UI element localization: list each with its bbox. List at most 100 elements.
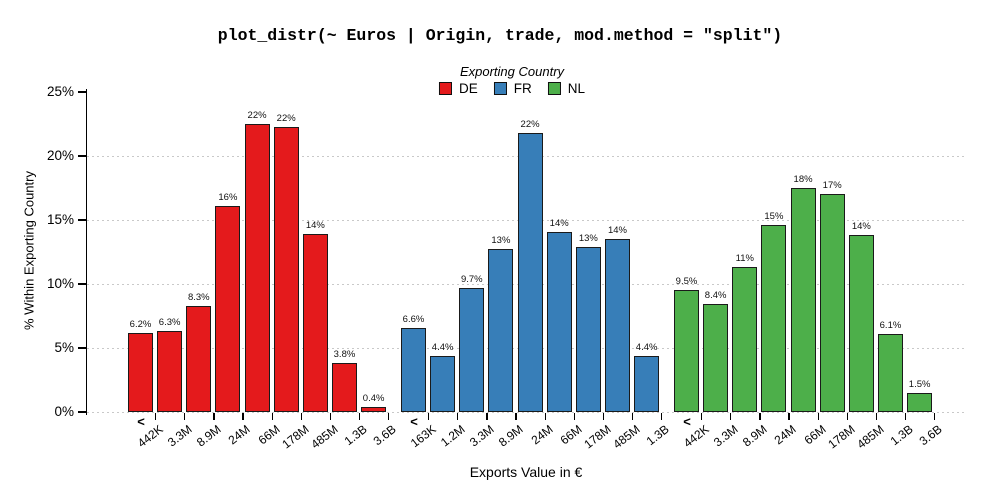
x-tick	[602, 413, 605, 420]
x-tick	[544, 413, 546, 420]
y-tick-label: 25%	[46, 84, 74, 99]
x-tick	[661, 413, 663, 420]
bar-value-label: 13%	[491, 235, 511, 247]
bar-nl-7	[848, 235, 874, 412]
bar-fr-9	[634, 355, 660, 412]
y-tick	[78, 219, 86, 221]
bar-nl-8	[877, 333, 903, 412]
y-tick	[78, 91, 86, 93]
x-tick	[817, 413, 819, 420]
bar-value-label: 6.1%	[879, 319, 902, 331]
bar-value-label: 22%	[520, 118, 540, 130]
plot-area: 6.2% 442K 6.3% 3.3M 8.3% 8.9M 16% 24M 22% 66M 22% 1…	[87, 92, 965, 452]
bar-value-label: 6.6%	[402, 313, 425, 325]
bar-fr-1	[401, 327, 426, 412]
x-tick	[155, 413, 157, 420]
bar-value-label: 6.2%	[129, 318, 152, 330]
legend-item-nl: NL	[547, 81, 586, 96]
bar-fr-5	[517, 132, 543, 412]
gridline	[87, 411, 965, 413]
x-tick	[934, 413, 936, 420]
bar-value-label: 4.4%	[635, 341, 658, 353]
bar-value-label: 8.4%	[704, 290, 727, 302]
bar-value-label: 3.8%	[333, 349, 356, 361]
x-tick	[846, 413, 848, 420]
bar-value-label: 1.5%	[908, 378, 931, 390]
bar-nl-9	[907, 392, 933, 412]
legend-label-fr: FR	[513, 81, 532, 96]
x-tick	[428, 413, 430, 420]
legend: Exporting Country DE FR NL	[438, 64, 586, 96]
x-tick	[730, 413, 732, 420]
bar-de-2	[157, 331, 183, 412]
legend-label-nl: NL	[567, 81, 586, 96]
x-tick	[271, 413, 273, 420]
bar-value-label: 0.4%	[362, 392, 385, 404]
x-tick-label: 178M	[581, 422, 614, 452]
x-tick-label: 66M	[255, 422, 283, 448]
bar-fr-2	[430, 355, 456, 412]
bar-value-label: 22%	[247, 110, 267, 121]
x-tick	[213, 413, 215, 420]
bar-de-3	[186, 305, 212, 412]
bar-de-7	[302, 234, 328, 412]
bar-value-label: 11%	[735, 253, 754, 265]
x-tick-label: 24M	[772, 422, 800, 448]
bar-value-label: 14%	[607, 225, 627, 237]
bar-nl-3	[732, 267, 758, 412]
x-tick-label: 66M	[557, 422, 585, 448]
bar-de-4	[215, 205, 241, 412]
bar-fr-6	[546, 231, 572, 412]
bar-value-label: 14%	[549, 217, 569, 229]
x-tick-label: 3.6B	[916, 422, 945, 449]
x-tick	[759, 413, 761, 420]
bar-group-fr: 6.6% 163K 4.4% 1.2M 9.7% 3.3M 13% 8.9M 22% 24M 14%…	[401, 92, 672, 452]
x-tick-label: 8.9M	[496, 422, 527, 450]
bar-value-label: 13%	[578, 232, 598, 244]
x-tick	[701, 413, 703, 420]
x-tick-label: 178M	[279, 422, 312, 452]
bar-de-1	[128, 332, 153, 412]
bar-value-label: 18%	[793, 174, 813, 185]
bar-group-nl: 9.5% 442K 8.4% 3.3M 11% 8.9M 15% 24M 18% 66M 17% 17…	[674, 92, 945, 452]
x-tick-label: 8.9M	[740, 422, 770, 450]
x-tick	[788, 413, 790, 420]
y-tick	[78, 283, 86, 285]
bar-fr-7	[575, 246, 601, 412]
legend-items: DE FR NL	[438, 81, 586, 96]
legend-swatch-nl	[547, 82, 561, 95]
bar-de-5	[244, 124, 270, 412]
bar-nl-2	[703, 304, 729, 412]
bar-value-label: 8.3%	[187, 291, 210, 303]
x-tick-label: 1.2M	[438, 422, 468, 450]
bar-value-label: 9.7%	[460, 273, 483, 285]
bar-fr-8	[604, 239, 630, 412]
bar-value-label: 6.3%	[158, 317, 181, 329]
x-tick-label: 3.6B	[370, 422, 399, 449]
x-tick	[300, 413, 302, 420]
x-tick	[875, 413, 878, 420]
bar-nl-6	[819, 194, 845, 412]
y-tick-label: 0%	[54, 404, 74, 419]
x-axis-label: Exports Value in €	[469, 464, 583, 480]
bar-value-label: 9.5%	[675, 276, 698, 288]
x-tick-label: 485M	[308, 422, 341, 452]
x-tick-label: 3.3M	[711, 422, 741, 450]
x-tick-label: 3.3M	[467, 422, 497, 450]
x-tick	[184, 413, 186, 420]
bar-value-label: 14%	[305, 220, 325, 232]
bar-de-6	[273, 126, 299, 412]
bar-value-label: 15%	[764, 211, 784, 223]
x-tick-label: 24M	[528, 422, 556, 448]
bar-fr-3	[459, 287, 485, 412]
bar-nl-4	[761, 225, 787, 412]
legend-item-fr: FR	[493, 81, 532, 96]
x-tick-label: 66M	[801, 422, 829, 448]
x-tick-label: 1.3B	[887, 422, 916, 449]
legend-swatch-de	[438, 82, 452, 95]
x-tick	[486, 413, 488, 420]
y-tick	[78, 155, 86, 157]
bar-fr-4	[488, 249, 514, 412]
x-tick-label: 24M	[226, 422, 254, 448]
